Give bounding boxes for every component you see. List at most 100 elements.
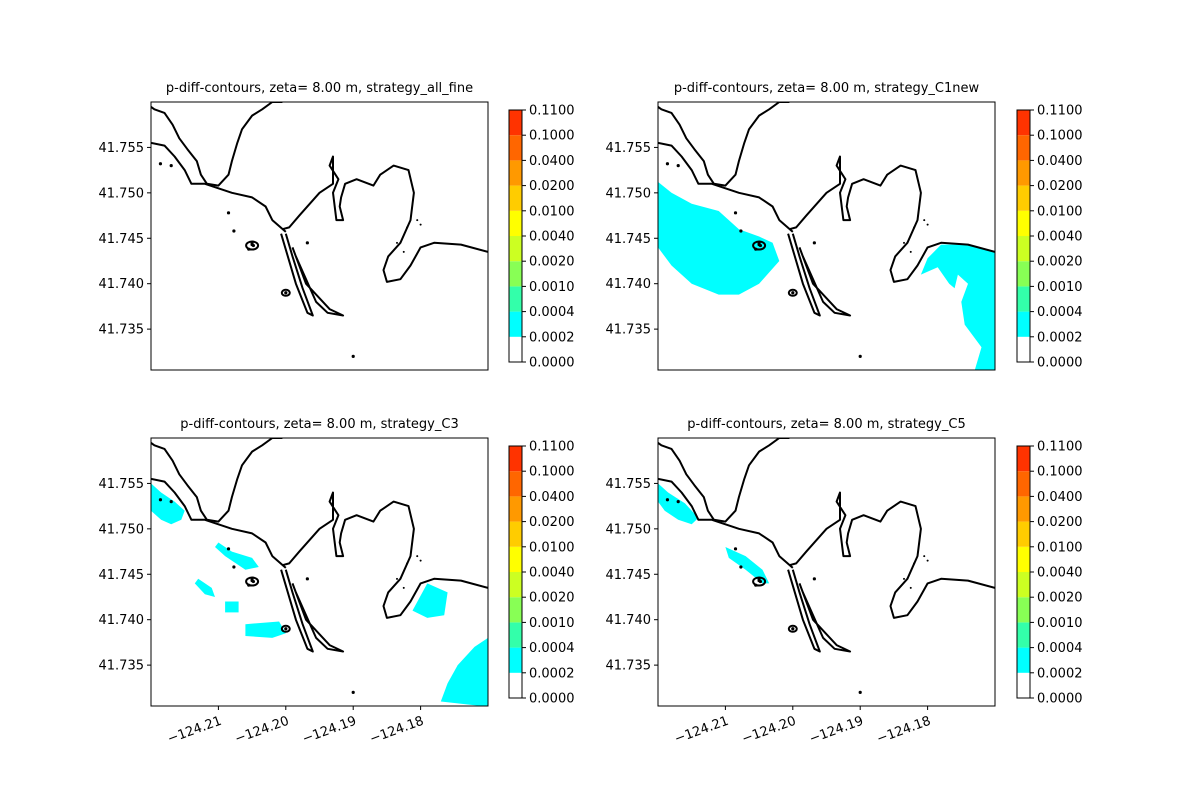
shoreline-north-coast [658, 477, 794, 569]
rock-10 [250, 243, 254, 247]
rock-2 [676, 163, 680, 168]
bay-dot-4 [923, 555, 926, 558]
colorbar-band-8 [509, 496, 522, 522]
colorbar-band-1 [1017, 672, 1030, 698]
colorbar-tick-label: 0.0020 [529, 255, 575, 270]
colorbar-band-3 [1017, 622, 1030, 648]
contour-region-2 [920, 244, 995, 370]
colorbar-band-3 [509, 286, 522, 312]
colorbar-tick-label: 0.0010 [529, 616, 575, 631]
x-tick-label: −124.19 [300, 714, 358, 747]
panel-title: p-diff-contours, zeta= 8.00 m, strategy_… [166, 81, 473, 96]
bay-dot-4 [416, 219, 419, 222]
bay-dot-3 [419, 559, 422, 562]
colorbar-band-3 [1017, 286, 1030, 312]
shoreline-hill [151, 438, 283, 523]
rock-8 [305, 577, 309, 581]
colorbar-band-6 [1017, 210, 1030, 236]
plot-area [151, 438, 488, 706]
panel-2: p-diff-contours, zeta= 8.00 m, strategy_… [606, 81, 1083, 371]
y-tick-label: 41.740 [606, 613, 652, 628]
x-tick-label: −124.18 [368, 714, 426, 747]
colorbar-tick-label: 0.1000 [1037, 129, 1083, 144]
y-tick-label: 41.750 [606, 186, 652, 201]
colorbar-tick-label: 0.0400 [529, 154, 575, 169]
shoreline-jetty-west [280, 233, 314, 317]
contour-region-1 [658, 181, 780, 295]
plot-area [658, 438, 995, 706]
colorbar-band-9 [509, 471, 522, 497]
colorbar-band-7 [1017, 521, 1030, 547]
bay-dot-5 [406, 226, 409, 229]
colorbar-tick-label: 0.0200 [529, 515, 575, 530]
rock-8 [812, 577, 816, 581]
rock-3 [226, 211, 231, 215]
x-tick-label: −124.20 [233, 714, 291, 747]
rock-9 [791, 291, 795, 295]
colorbar-tick-label: 0.0002 [1037, 666, 1083, 681]
island-ring-2 [787, 624, 798, 633]
shoreline-jetty-west [787, 569, 821, 653]
colorbar-tick-label: 0.0000 [1037, 692, 1083, 707]
island-ring-2 [787, 288, 798, 297]
bay-dot-4 [923, 219, 926, 222]
colorbar-tick-label: 0.0004 [1037, 641, 1083, 656]
y-tick-label: 41.755 [99, 477, 145, 492]
plot-area [151, 102, 488, 370]
colorbar-band-7 [1017, 185, 1030, 211]
contour-region-3 [194, 578, 215, 597]
colorbar-band-4 [1017, 261, 1030, 287]
colorbar-tick-label: 0.0004 [529, 641, 575, 656]
y-tick-label: 41.735 [99, 659, 145, 674]
shoreline-north-coast [151, 141, 287, 233]
colorbar-band-6 [509, 546, 522, 572]
rock-2 [169, 163, 173, 168]
rock-3 [226, 547, 231, 551]
contour-region-7 [440, 637, 488, 706]
y-tick-label: 41.745 [99, 232, 145, 247]
shoreline-jetty-east [291, 247, 345, 317]
colorbar-band-2 [1017, 647, 1030, 673]
colorbar-band-1 [1017, 336, 1030, 362]
colorbar-tick-label: 0.1100 [529, 104, 575, 119]
colorbar-band-5 [509, 572, 522, 598]
rock-1 [158, 162, 163, 166]
y-tick-label: 41.755 [606, 141, 652, 156]
colorbar-band-10 [1017, 110, 1030, 136]
bay-dot-1 [903, 577, 906, 580]
y-tick-label: 41.745 [606, 568, 652, 583]
rock-4 [739, 565, 743, 569]
rock-8 [305, 241, 309, 245]
shoreline-hill [658, 438, 790, 523]
colorbar-tick-label: 0.0040 [1037, 566, 1083, 581]
rock-1 [158, 498, 163, 502]
colorbar-tick-label: 0.0200 [529, 179, 575, 194]
shoreline-jetty-west [787, 233, 821, 317]
colorbar-band-1 [509, 336, 522, 362]
y-tick-label: 41.735 [99, 323, 145, 338]
contour-region-2 [215, 542, 259, 570]
colorbar-tick-label: 0.1000 [529, 129, 575, 144]
colorbar-tick-label: 0.0000 [529, 356, 575, 371]
shoreline-jetty-east [798, 583, 852, 653]
x-tick-label: −124.18 [875, 714, 933, 747]
panel-title: p-diff-contours, zeta= 8.00 m, strategy_… [180, 417, 458, 432]
y-tick-label: 41.740 [99, 277, 145, 292]
colorbar-band-4 [1017, 597, 1030, 623]
rock-4 [739, 229, 743, 233]
rock-3 [733, 547, 738, 551]
rock-9 [791, 627, 795, 631]
shoreline-river [282, 491, 488, 619]
panel-1: p-diff-contours, zeta= 8.00 m, strategy_… [99, 81, 575, 371]
rock-1 [665, 498, 670, 502]
colorbar-band-9 [1017, 471, 1030, 497]
shoreline-jetty-east [291, 583, 345, 653]
shoreline-jetty-west [280, 569, 314, 653]
rock-7 [754, 247, 758, 251]
colorbar-band-5 [1017, 236, 1030, 262]
colorbar-tick-label: 0.1100 [529, 440, 575, 455]
rock-4 [232, 565, 236, 569]
rock-7 [754, 583, 758, 587]
colorbar-band-3 [509, 622, 522, 648]
colorbar: 0.0000 0.0002 0.0004 0.0010 0.0020 0.0040 0.01… [1016, 104, 1083, 371]
